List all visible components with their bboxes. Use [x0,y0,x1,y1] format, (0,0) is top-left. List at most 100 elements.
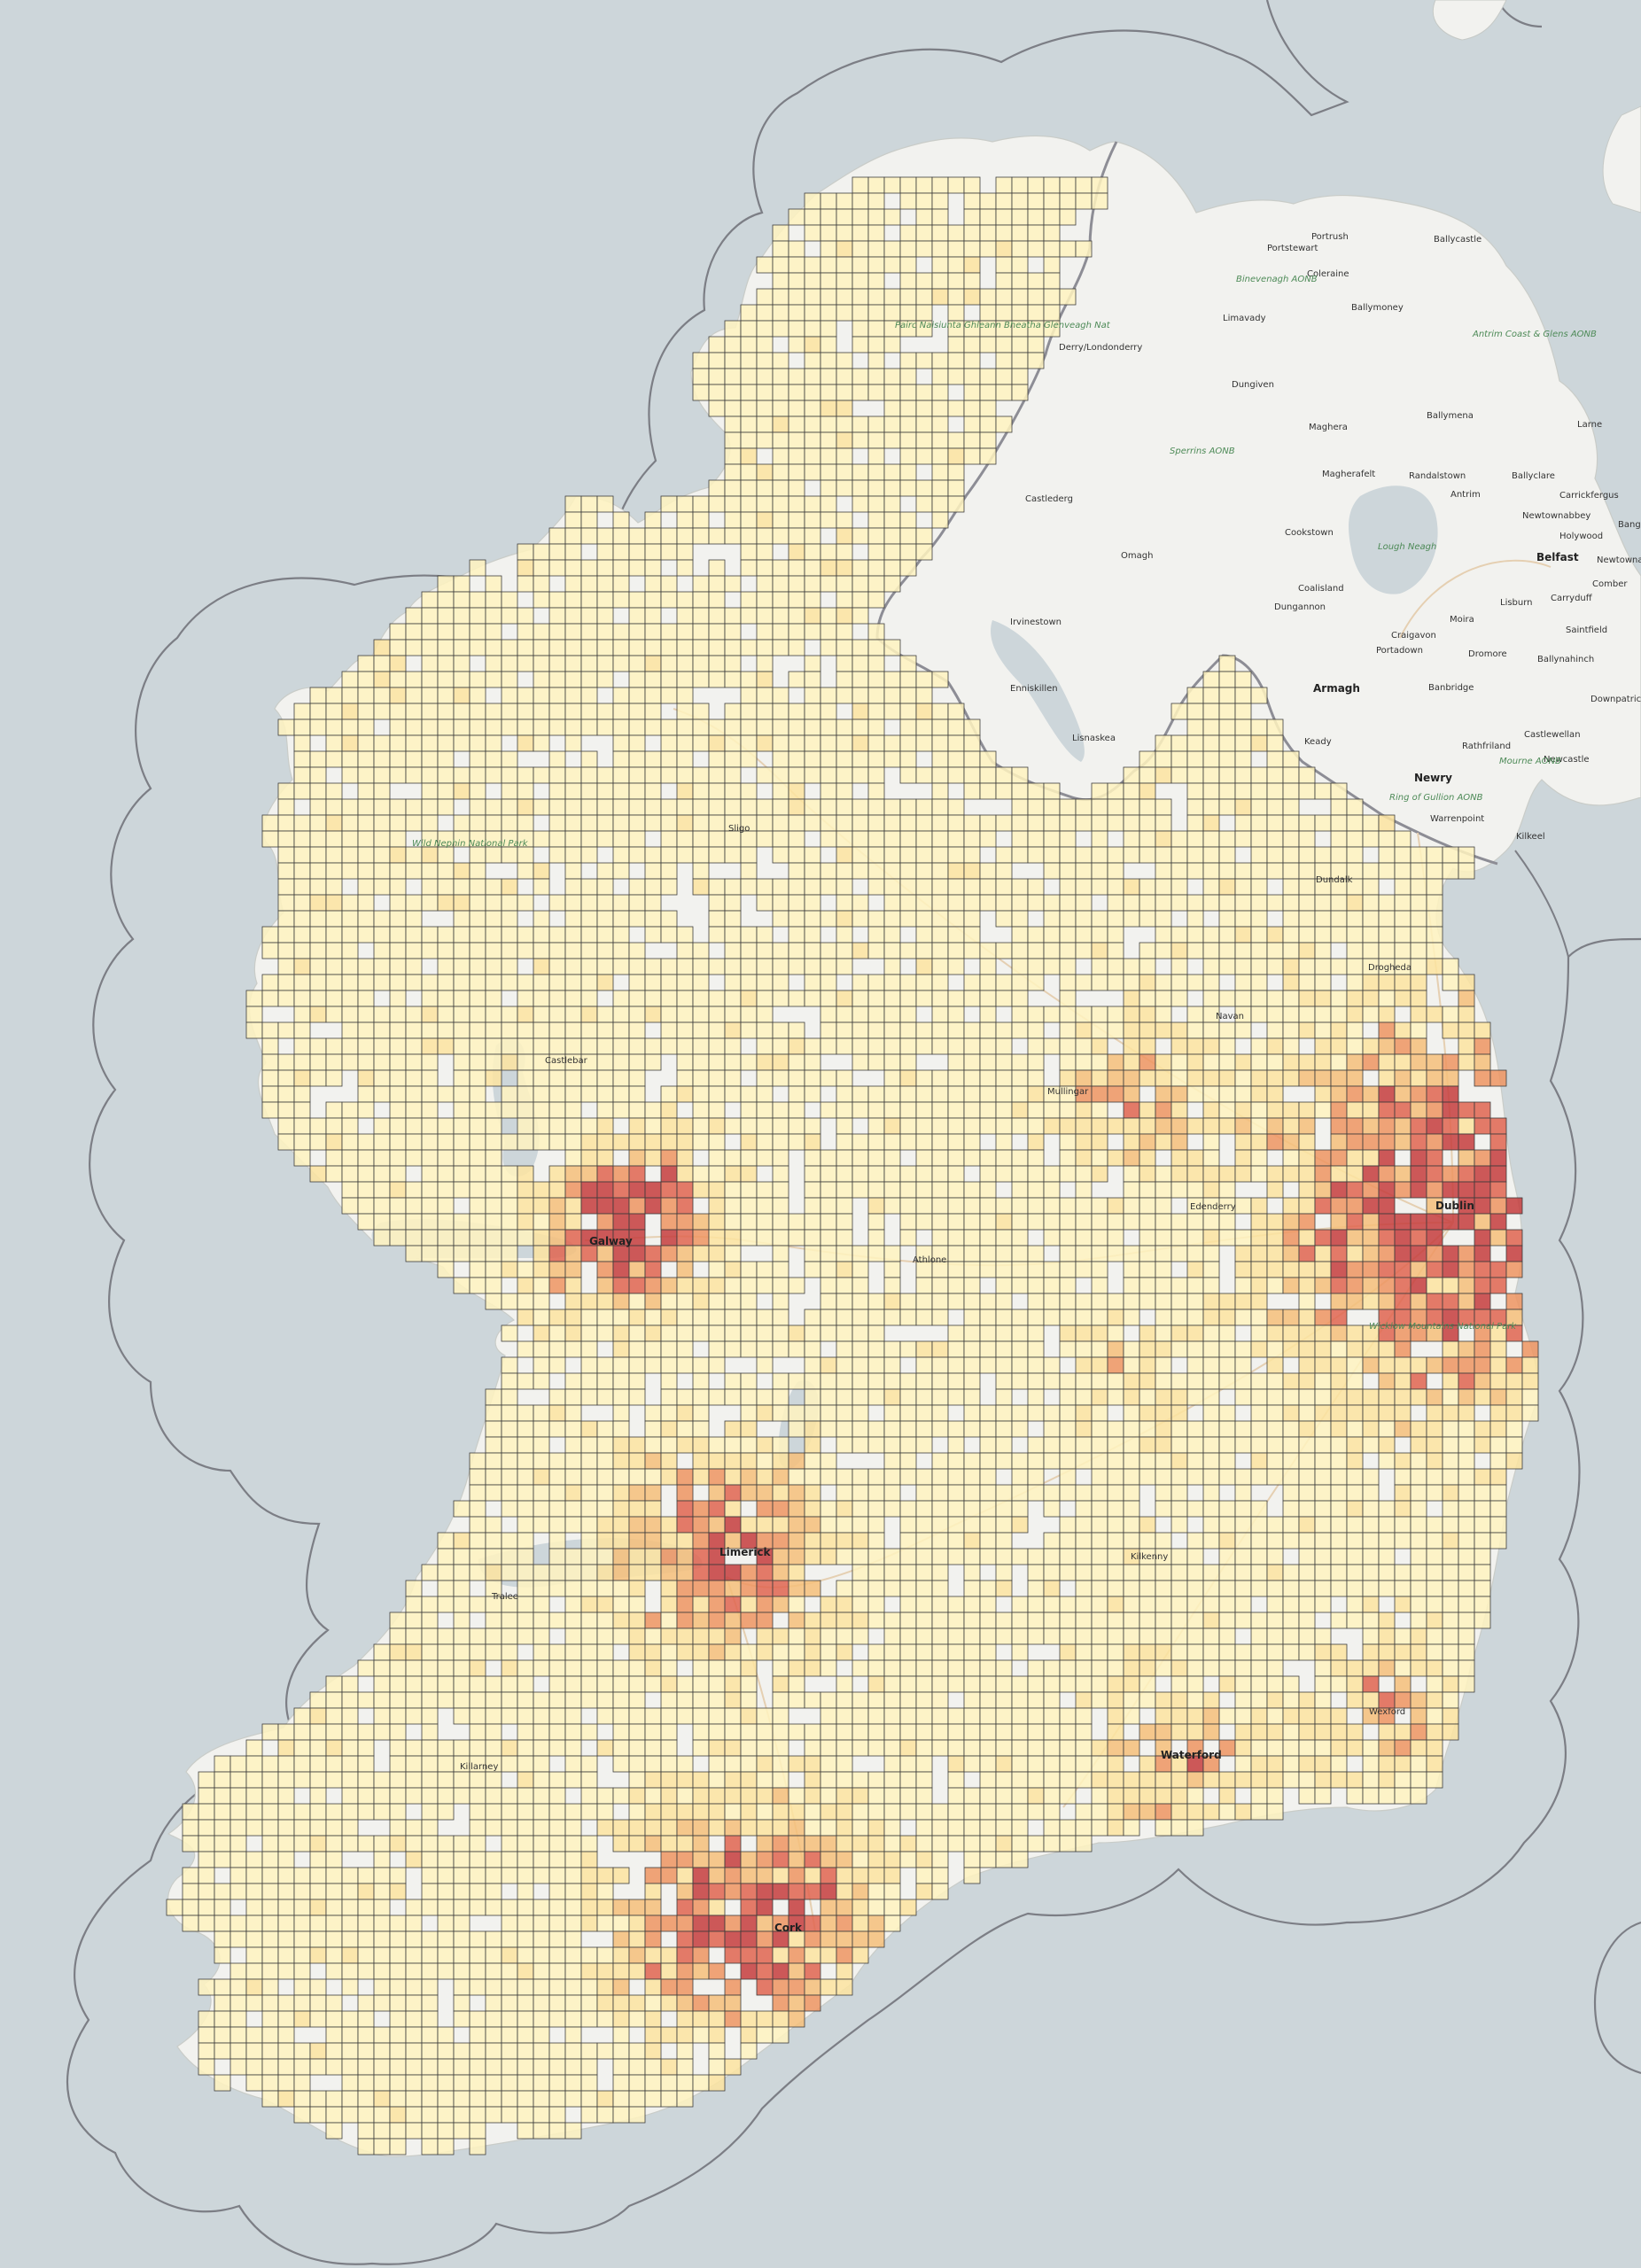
heatmap-cell [1202,1309,1220,1326]
heatmap-cell [293,766,311,784]
heatmap-cell [756,687,774,704]
heatmap-cell [1091,1771,1108,1789]
heatmap-cell [357,846,375,864]
heatmap-cell [580,1197,598,1215]
heatmap-cell [1314,1627,1332,1645]
heatmap-cell [947,1707,965,1725]
heatmap-cell [979,336,997,353]
heatmap-cell [612,1420,630,1438]
heatmap-cell [596,1117,614,1135]
heatmap-cell [804,1356,821,1374]
heatmap-cell [867,1787,885,1805]
heatmap-cell [899,1532,917,1550]
heatmap-cell [692,766,710,784]
heatmap-cell [804,1420,821,1438]
heatmap-cell [867,543,885,561]
heatmap-cell [1330,1021,1348,1039]
heatmap-cell [1027,272,1045,290]
heatmap-cell [533,1516,550,1534]
heatmap-cell [421,687,439,704]
heatmap-cell [804,687,821,704]
heatmap-cell [852,703,869,720]
heatmap-cell [341,1691,359,1709]
heatmap-cell [325,703,343,720]
heatmap-cell [469,1101,486,1119]
heatmap-cell [836,447,853,465]
heatmap-cell [405,1691,423,1709]
heatmap-cell [517,1420,534,1438]
heatmap-cell [293,1085,311,1103]
heatmap-cell [1139,750,1156,768]
heatmap-cell [1139,1213,1156,1231]
heatmap-cell [533,687,550,704]
heatmap-cell [533,910,550,928]
heatmap-cell [1410,1229,1427,1247]
heatmap-cell [756,974,774,991]
heatmap-cell [501,878,518,896]
heatmap-cell [469,878,486,896]
heatmap-cell [1442,1372,1459,1390]
heatmap-cell [915,1580,933,1597]
heatmap-cell [1410,1293,1427,1310]
heatmap-cell [915,862,933,880]
heatmap-cell [564,718,582,736]
heatmap-cell [644,1340,662,1358]
heatmap-cell [453,1596,471,1613]
heatmap-cell [1330,1548,1348,1565]
heatmap-cell [1075,1755,1093,1773]
heatmap-cell [1474,1388,1491,1406]
heatmap-cell [740,1643,758,1661]
heatmap-cell [947,1388,965,1406]
heatmap-cell [1474,1500,1491,1518]
heatmap-cell [421,782,439,800]
heatmap-cell [1027,1245,1045,1262]
heatmap-cell [533,1484,550,1502]
heatmap-cell [1091,1085,1108,1103]
heatmap-cell [820,1309,837,1326]
heatmap-cell [1314,1500,1332,1518]
heatmap-cell [628,734,646,752]
heatmap-cell [995,766,1013,784]
heatmap-cell [836,1532,853,1550]
heatmap-cell [676,1436,694,1454]
heatmap-cell [676,703,694,720]
heatmap-cell [533,1803,550,1821]
heatmap-cell [469,1181,486,1199]
heatmap-cell [564,1564,582,1581]
heatmap-cell [1362,974,1380,991]
heatmap-cell [485,974,502,991]
heatmap-cell [724,1309,742,1326]
heatmap-cell [931,1643,949,1661]
heatmap-cell [1155,894,1172,912]
heatmap-cell [947,750,965,768]
heatmap-cell [357,766,375,784]
heatmap-cell [867,942,885,959]
heatmap-cell [836,527,853,545]
heatmap-cell [979,1037,997,1055]
heatmap-cell [501,766,518,784]
heatmap-cell [772,1021,789,1039]
heatmap-cell [485,1420,502,1438]
heatmap-cell [979,1500,997,1518]
heatmap-cell [660,766,678,784]
heatmap-cell [899,1564,917,1581]
heatmap-cell [644,894,662,912]
heatmap-cell [1378,1261,1396,1278]
heatmap-cell [1346,1548,1364,1565]
heatmap-cell [915,1340,933,1358]
heatmap-cell [1250,910,1268,928]
heatmap-cell [1234,1707,1252,1725]
heatmap-cell [357,1755,375,1773]
heatmap-cell [931,1229,949,1247]
heatmap-cell [548,782,566,800]
heatmap-cell [277,1723,295,1741]
heatmap-cell [772,1468,789,1486]
heatmap-cell [501,1372,518,1390]
heatmap-cell [1202,1037,1220,1055]
heatmap-cell [1250,1245,1268,1262]
heatmap-cell [1314,1197,1332,1215]
heatmap-cell [1139,782,1156,800]
heatmap-cell [1107,1006,1124,1023]
heatmap-cell [357,1739,375,1757]
